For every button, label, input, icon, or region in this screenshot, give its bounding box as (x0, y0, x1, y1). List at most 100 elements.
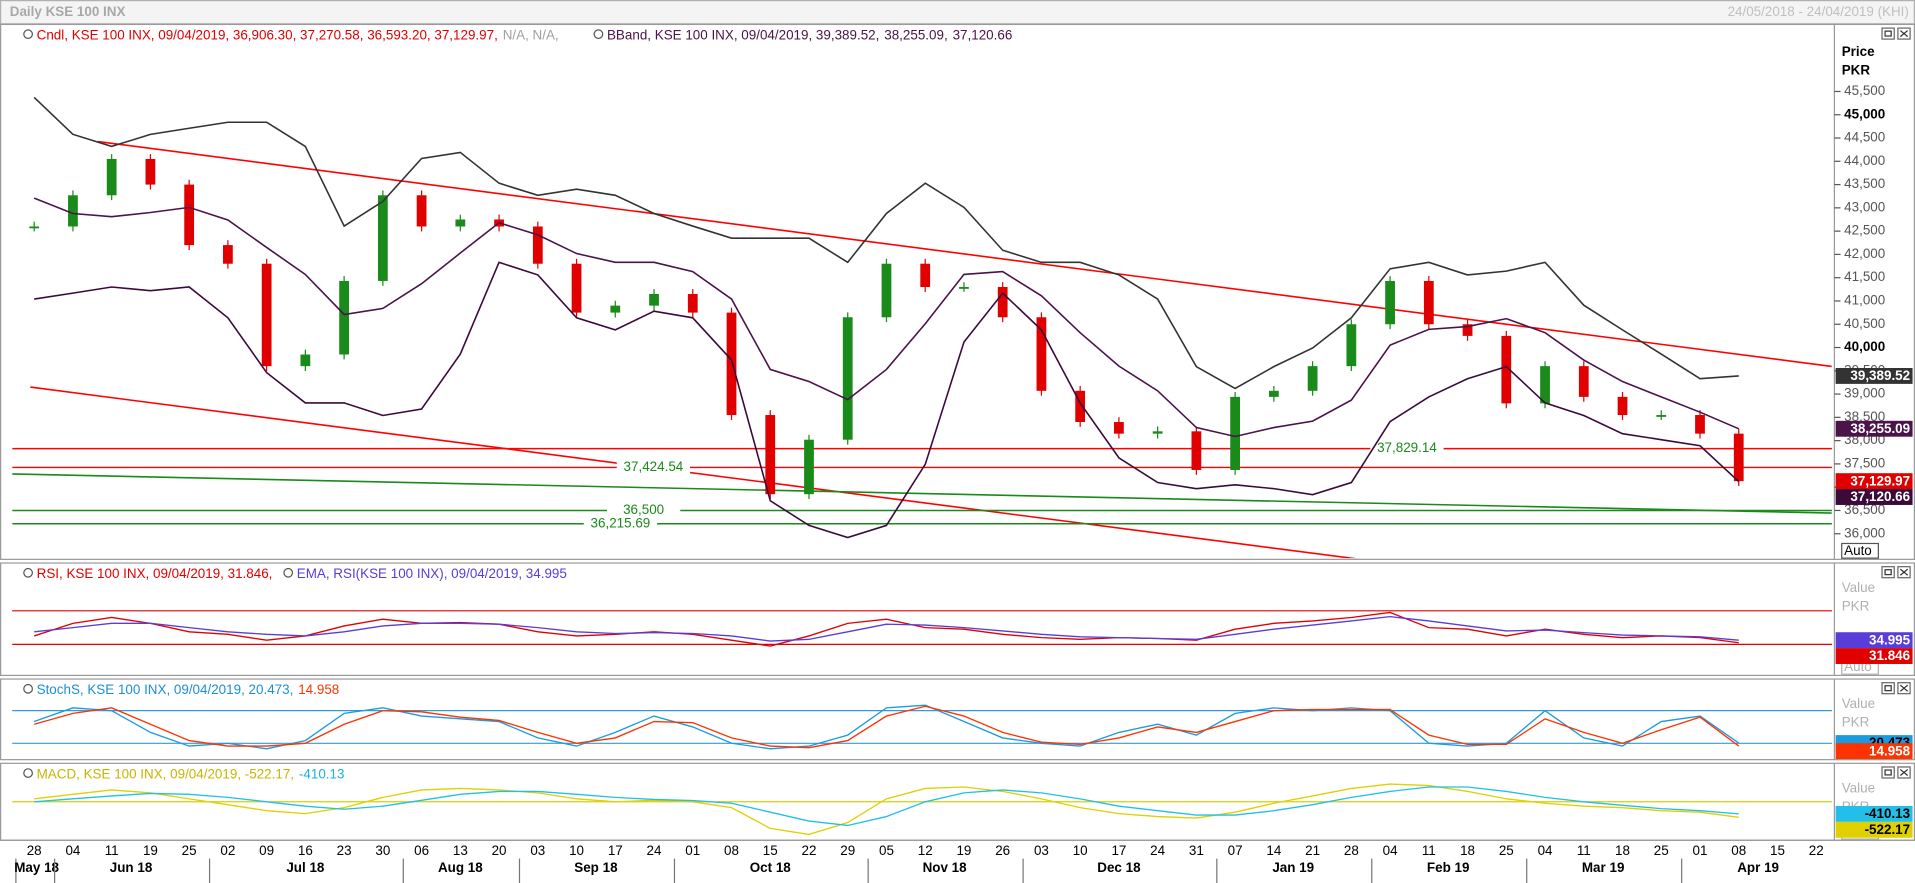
legend-item: 38,255.09, (884, 27, 947, 42)
x-tick-label: 19 (143, 843, 158, 858)
x-tick-label: 08 (724, 843, 739, 858)
value-tag-label: -410.13 (1865, 806, 1911, 821)
x-tick-label: 22 (1809, 843, 1824, 858)
candle (1307, 366, 1318, 391)
y-tick-label: 45,000 (1844, 106, 1885, 121)
axis-title: PKR (1842, 62, 1871, 77)
y-tick-label: 40,500 (1844, 316, 1885, 331)
y-tick-label: 41,500 (1844, 269, 1885, 284)
candle (1656, 415, 1667, 417)
window-button-icon (1899, 568, 1909, 576)
x-tick-label: 29 (840, 843, 855, 858)
x-tick-label: 04 (65, 843, 80, 858)
candle (1578, 366, 1589, 397)
x-tick-label: 24 (1150, 843, 1165, 858)
x-tick-label: 20 (492, 843, 507, 858)
legend-item: EMA, RSI(KSE 100 INX), 09/04/2019, 34.99… (297, 566, 567, 581)
value-tag-label: 14.958 (1869, 743, 1911, 758)
x-tick-label: 31 (1189, 843, 1204, 858)
indicator-line (34, 705, 1740, 749)
legend-text: Cndl, KSE 100 INX, 09/04/2019, 36,906.30… (37, 27, 559, 42)
indicator-line (33, 704, 1740, 750)
x-tick-label: 14 (1266, 843, 1281, 858)
horizontal-line-label: 37,424.54 (624, 459, 684, 474)
legend-item: 14.958 (298, 682, 339, 697)
month-label: Oct 18 (750, 860, 792, 875)
candle (804, 439, 814, 495)
x-tick-label: 28 (1344, 843, 1359, 858)
value-tag-label: 39,389.52 (1850, 368, 1910, 383)
candle (1268, 390, 1279, 397)
candle (377, 195, 388, 281)
x-tick-label: 30 (375, 843, 390, 858)
candle (1617, 396, 1628, 416)
value-tag (1835, 473, 1913, 490)
candle (300, 354, 311, 367)
x-tick-label: 17 (1111, 843, 1126, 858)
legend-icon (283, 567, 294, 578)
value-tag (1835, 420, 1913, 437)
month-label: Nov 18 (923, 860, 968, 875)
legend-item: StochS, KSE 100 INX, 09/04/2019, 20.473, (37, 682, 294, 697)
window-button-icon (1884, 685, 1892, 692)
value-tag-label: -522.17 (1865, 822, 1911, 837)
x-tick-label: 01 (1693, 843, 1708, 858)
month-label: May 18 (14, 860, 59, 875)
y-tick-label: 44,000 (1844, 153, 1885, 168)
value-tag-label: 37,129.97 (1850, 473, 1910, 488)
y-tick-label: 45,500 (1844, 83, 1885, 98)
candle (959, 287, 969, 289)
y-tick-label: 40,000 (1844, 339, 1885, 354)
x-tick-label: 18 (1460, 843, 1475, 858)
candle (532, 226, 543, 264)
x-tick-label: 06 (414, 843, 429, 858)
x-tick-label: 05 (879, 843, 894, 858)
x-tick-label: 09 (259, 843, 274, 858)
x-tick-label: 16 (298, 843, 313, 858)
candle (1191, 431, 1202, 470)
window-button (1881, 27, 1895, 40)
x-tick-label: 23 (337, 843, 352, 858)
x-tick-label: 25 (182, 843, 197, 858)
horizontal-line-label-bg (606, 503, 681, 518)
candle (881, 263, 892, 318)
candle (1501, 335, 1512, 404)
x-tick-label: 10 (1073, 843, 1088, 858)
trendline (12, 473, 1832, 514)
x-tick-label: 11 (1577, 843, 1591, 858)
x-tick-label: 07 (1228, 843, 1243, 858)
month-label: Feb 19 (1427, 860, 1470, 875)
month-label: Jul 18 (286, 860, 325, 875)
value-tag-label: 38,255.09 (1850, 421, 1910, 436)
band-line (34, 261, 1740, 539)
legend-text: StochS, KSE 100 INX, 09/04/2019, 20.473,… (37, 682, 340, 697)
horizontal-line-label: 37,829.14 (1377, 440, 1437, 455)
x-tick-label: 19 (956, 843, 971, 858)
candle (455, 219, 466, 227)
x-tick-label: 01 (685, 843, 700, 858)
x-tick-label: 17 (608, 843, 623, 858)
legend-text: BBand, KSE 100 INX, 09/04/2019, 39,389.5… (607, 27, 1012, 42)
y-tick-label: 43,000 (1844, 199, 1885, 214)
candle (106, 158, 117, 196)
month-label: Dec 18 (1097, 860, 1141, 875)
indicator-line (34, 615, 1739, 642)
candle (1385, 280, 1395, 325)
x-tick-label: 10 (569, 843, 584, 858)
candle (920, 263, 931, 288)
y-tick-label: 36,500 (1844, 502, 1885, 517)
legend-item: MACD, KSE 100 INX, 09/04/2019, -522.17, (37, 766, 294, 781)
axis-title: PKR (1842, 599, 1870, 614)
candle (1075, 390, 1086, 423)
candle (1114, 422, 1124, 434)
candle (687, 293, 698, 313)
horizontal-line-label-bg (616, 460, 691, 475)
legend-text: RSI, KSE 100 INX, 09/04/2019, 31.846, (37, 566, 273, 581)
trendline (97, 140, 1832, 368)
candle (1152, 431, 1163, 434)
value-tag (1835, 648, 1913, 664)
x-tick-label: 04 (1383, 843, 1398, 858)
y-tick-label: 42,500 (1844, 223, 1885, 238)
